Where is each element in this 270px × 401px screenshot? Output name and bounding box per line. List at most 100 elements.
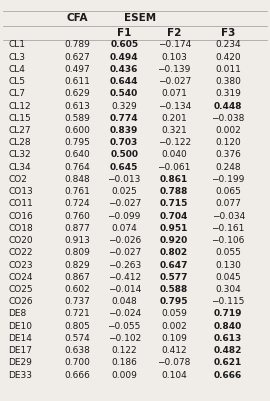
Text: 0.629: 0.629 <box>64 89 90 98</box>
Text: 0.774: 0.774 <box>110 114 139 123</box>
Text: 0.719: 0.719 <box>214 310 242 318</box>
Text: −0.055: −0.055 <box>107 322 141 331</box>
Text: 0.621: 0.621 <box>214 358 242 367</box>
Text: 0.040: 0.040 <box>161 150 187 160</box>
Text: 0.666: 0.666 <box>214 371 242 380</box>
Text: CL1: CL1 <box>8 41 25 49</box>
Text: 0.497: 0.497 <box>64 65 90 74</box>
Text: 0.574: 0.574 <box>64 334 90 343</box>
Text: −0.161: −0.161 <box>211 224 245 233</box>
Text: −0.099: −0.099 <box>107 212 141 221</box>
Text: 0.737: 0.737 <box>64 297 90 306</box>
Text: −0.027: −0.027 <box>107 248 141 257</box>
Text: 0.011: 0.011 <box>215 65 241 74</box>
Text: 0.376: 0.376 <box>215 150 241 160</box>
Text: −0.134: −0.134 <box>157 101 191 111</box>
Text: 0.025: 0.025 <box>111 187 137 196</box>
Text: 0.065: 0.065 <box>215 187 241 196</box>
Text: 0.666: 0.666 <box>64 371 90 380</box>
Text: 0.319: 0.319 <box>215 89 241 98</box>
Text: 0.647: 0.647 <box>160 261 188 269</box>
Text: −0.263: −0.263 <box>107 261 141 269</box>
Text: −0.024: −0.024 <box>108 310 141 318</box>
Text: CL28: CL28 <box>8 138 31 147</box>
Text: 0.130: 0.130 <box>215 261 241 269</box>
Text: 0.795: 0.795 <box>160 297 188 306</box>
Text: 0.613: 0.613 <box>64 101 90 111</box>
Text: DE33: DE33 <box>8 371 32 380</box>
Text: DE29: DE29 <box>8 358 32 367</box>
Text: 0.077: 0.077 <box>215 199 241 209</box>
Text: 0.602: 0.602 <box>64 285 90 294</box>
Text: −0.122: −0.122 <box>158 138 191 147</box>
Text: 0.645: 0.645 <box>110 163 139 172</box>
Text: 0.059: 0.059 <box>161 310 187 318</box>
Text: 0.839: 0.839 <box>110 126 139 135</box>
Text: 0.724: 0.724 <box>64 199 90 209</box>
Text: 0.380: 0.380 <box>215 77 241 86</box>
Text: −0.199: −0.199 <box>211 175 245 184</box>
Text: 0.644: 0.644 <box>110 77 139 86</box>
Text: −0.115: −0.115 <box>211 297 245 306</box>
Text: CO11: CO11 <box>8 199 33 209</box>
Text: 0.048: 0.048 <box>111 297 137 306</box>
Text: 0.002: 0.002 <box>215 126 241 135</box>
Text: 0.848: 0.848 <box>64 175 90 184</box>
Text: 0.795: 0.795 <box>64 138 90 147</box>
Text: 0.109: 0.109 <box>161 334 187 343</box>
Text: CL7: CL7 <box>8 89 25 98</box>
Text: CO13: CO13 <box>8 187 33 196</box>
Text: −0.013: −0.013 <box>107 175 141 184</box>
Text: 0.448: 0.448 <box>214 101 242 111</box>
Text: 0.640: 0.640 <box>64 150 90 160</box>
Text: 0.809: 0.809 <box>64 248 90 257</box>
Text: 0.321: 0.321 <box>161 126 187 135</box>
Text: CL15: CL15 <box>8 114 31 123</box>
Text: 0.074: 0.074 <box>111 224 137 233</box>
Text: 0.611: 0.611 <box>64 77 90 86</box>
Text: −0.106: −0.106 <box>211 236 245 245</box>
Text: CO24: CO24 <box>8 273 33 282</box>
Text: CL5: CL5 <box>8 77 25 86</box>
Text: 0.045: 0.045 <box>215 273 241 282</box>
Text: DE14: DE14 <box>8 334 32 343</box>
Text: 0.412: 0.412 <box>161 346 187 355</box>
Text: 0.829: 0.829 <box>64 261 90 269</box>
Text: F3: F3 <box>221 28 235 38</box>
Text: CL3: CL3 <box>8 53 25 62</box>
Text: 0.703: 0.703 <box>110 138 138 147</box>
Text: 0.589: 0.589 <box>64 114 90 123</box>
Text: 0.913: 0.913 <box>64 236 90 245</box>
Text: 0.715: 0.715 <box>160 199 188 209</box>
Text: 0.120: 0.120 <box>215 138 241 147</box>
Text: 0.613: 0.613 <box>214 334 242 343</box>
Text: 0.540: 0.540 <box>110 89 138 98</box>
Text: 0.122: 0.122 <box>112 346 137 355</box>
Text: 0.436: 0.436 <box>110 65 139 74</box>
Text: −0.026: −0.026 <box>107 236 141 245</box>
Text: 0.920: 0.920 <box>160 236 188 245</box>
Text: 0.861: 0.861 <box>160 175 188 184</box>
Text: 0.329: 0.329 <box>111 101 137 111</box>
Text: 0.071: 0.071 <box>161 89 187 98</box>
Text: CO16: CO16 <box>8 212 33 221</box>
Text: 0.103: 0.103 <box>161 53 187 62</box>
Text: 0.805: 0.805 <box>64 322 90 331</box>
Text: 0.764: 0.764 <box>64 163 90 172</box>
Text: −0.102: −0.102 <box>107 334 141 343</box>
Text: 0.721: 0.721 <box>64 310 90 318</box>
Text: −0.078: −0.078 <box>157 358 191 367</box>
Text: DE10: DE10 <box>8 322 32 331</box>
Text: CL12: CL12 <box>8 101 31 111</box>
Text: CO25: CO25 <box>8 285 33 294</box>
Text: CL34: CL34 <box>8 163 31 172</box>
Text: 0.055: 0.055 <box>215 248 241 257</box>
Text: 0.420: 0.420 <box>215 53 241 62</box>
Text: −0.027: −0.027 <box>107 199 141 209</box>
Text: 0.951: 0.951 <box>160 224 188 233</box>
Text: 0.482: 0.482 <box>214 346 242 355</box>
Text: 0.802: 0.802 <box>160 248 188 257</box>
Text: 0.201: 0.201 <box>161 114 187 123</box>
Text: −0.014: −0.014 <box>107 285 141 294</box>
Text: 0.234: 0.234 <box>215 41 241 49</box>
